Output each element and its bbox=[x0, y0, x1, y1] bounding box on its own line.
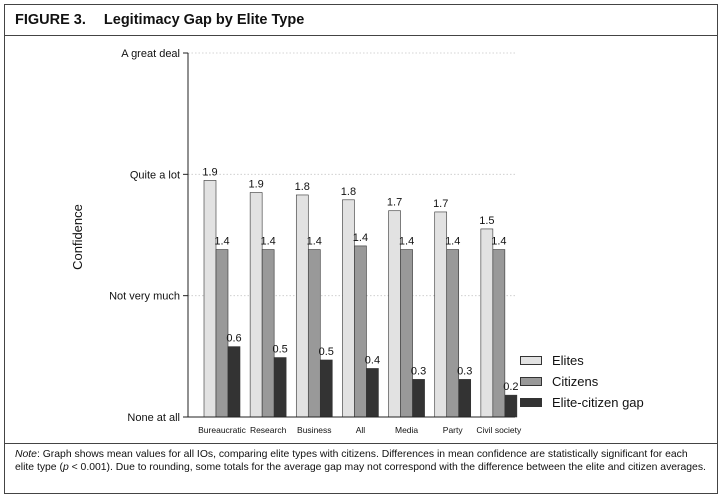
bar-elite-citizen-gap-1 bbox=[273, 357, 287, 418]
legend-item: Citizens bbox=[520, 371, 644, 391]
figure-frame: FIGURE 3. Legitimacy Gap by Elite Type N… bbox=[4, 4, 718, 494]
y-tick-label-2: Quite a lot bbox=[130, 169, 180, 181]
data-label-elites-0: 1.9 bbox=[202, 166, 217, 178]
chart-plot: None at all Not very much Quite a lot A gre… bbox=[70, 48, 522, 435]
bar-citizens-2 bbox=[307, 249, 321, 418]
note-prefix: Note bbox=[15, 449, 37, 460]
bar-elites-6 bbox=[480, 228, 494, 418]
data-label-elite-citizen-gap-0: 0.6 bbox=[226, 333, 241, 345]
note-p-symbol: p bbox=[62, 462, 69, 474]
bar-elite-citizen-gap-4 bbox=[412, 379, 425, 418]
note-text-1: : Graph shows mean values for all IOs, c… bbox=[15, 449, 688, 474]
data-label-citizens-4: 1.4 bbox=[399, 236, 414, 248]
figure-title: Legitimacy Gap by Elite Type bbox=[103, 12, 305, 28]
bar-elites-1 bbox=[249, 192, 263, 418]
data-label-citizens-0: 1.4 bbox=[214, 236, 229, 248]
data-label-elite-citizen-gap-3: 0.4 bbox=[365, 354, 380, 366]
data-label-elite-citizen-gap-6: 0.2 bbox=[503, 381, 518, 393]
figure-note: Note: Graph shows mean values for all IO… bbox=[15, 448, 707, 474]
data-label-citizens-6: 1.4 bbox=[491, 236, 506, 248]
data-label-elite-citizen-gap-5: 0.3 bbox=[457, 365, 472, 377]
bar-elite-citizen-gap-2 bbox=[319, 359, 333, 418]
bar-citizens-4 bbox=[400, 249, 413, 418]
bar-elite-citizen-gap-5 bbox=[458, 379, 472, 418]
chart-legend: Elites Citizens Elite-citizen gap bbox=[520, 350, 644, 413]
x-tick-label-6: Civil society bbox=[476, 425, 522, 435]
figure-header: FIGURE 3. Legitimacy Gap by Elite Type bbox=[5, 5, 717, 36]
y-tick-label-0: None at all bbox=[127, 412, 180, 424]
data-label-elites-2: 1.8 bbox=[295, 181, 310, 193]
legend-swatch bbox=[520, 355, 542, 365]
bar-elite-citizen-gap-3 bbox=[366, 368, 379, 418]
data-label-elite-citizen-gap-4: 0.3 bbox=[411, 365, 426, 377]
x-tick-label-2: Business bbox=[297, 425, 332, 435]
bar-elite-citizen-gap-6 bbox=[504, 394, 518, 418]
x-tick-label-5: Party bbox=[443, 425, 464, 435]
y-axis-title: Confidence bbox=[70, 204, 85, 270]
legend-label: Elite-citizen gap bbox=[552, 394, 644, 410]
legend-item: Elites bbox=[520, 350, 644, 370]
note-text-2: < 0.001). Due to rounding, some totals f… bbox=[68, 462, 706, 474]
bar-citizens-1 bbox=[261, 249, 275, 418]
legend-label: Elites bbox=[552, 352, 584, 368]
bar-elites-0 bbox=[203, 180, 217, 418]
legend-label: Citizens bbox=[552, 373, 599, 389]
data-label-citizens-2: 1.4 bbox=[307, 236, 322, 248]
legend-item: Elite-citizen gap bbox=[520, 392, 644, 412]
legend-swatch bbox=[520, 397, 542, 407]
x-tick-label-3: All bbox=[356, 425, 366, 435]
data-label-elites-5: 1.7 bbox=[433, 198, 448, 210]
y-tick-label-1: Not very much bbox=[109, 291, 180, 303]
y-tick-label-3: A great deal bbox=[121, 48, 180, 60]
data-label-elites-4: 1.7 bbox=[387, 197, 402, 209]
figure-label: FIGURE 3. bbox=[15, 12, 86, 28]
data-label-elites-6: 1.5 bbox=[479, 215, 494, 227]
x-tick-label-0: Bureaucratic bbox=[198, 425, 246, 435]
data-label-elite-citizen-gap-1: 0.5 bbox=[272, 344, 287, 356]
x-tick-label-1: Research bbox=[250, 425, 287, 435]
x-tick-label-4: Media bbox=[395, 425, 418, 435]
data-label-citizens-1: 1.4 bbox=[260, 236, 275, 248]
data-label-elites-1: 1.9 bbox=[248, 179, 263, 191]
bar-citizens-3 bbox=[354, 245, 367, 418]
bar-elite-citizen-gap-0 bbox=[227, 346, 241, 418]
data-label-citizens-3: 1.4 bbox=[353, 232, 368, 244]
legend-swatch bbox=[520, 376, 542, 386]
data-label-elite-citizen-gap-2: 0.5 bbox=[319, 346, 334, 358]
bar-citizens-5 bbox=[446, 249, 460, 418]
note-divider bbox=[5, 443, 717, 444]
data-label-citizens-5: 1.4 bbox=[445, 236, 460, 248]
bar-elites-2 bbox=[295, 194, 309, 418]
data-label-elites-3: 1.8 bbox=[341, 186, 356, 198]
